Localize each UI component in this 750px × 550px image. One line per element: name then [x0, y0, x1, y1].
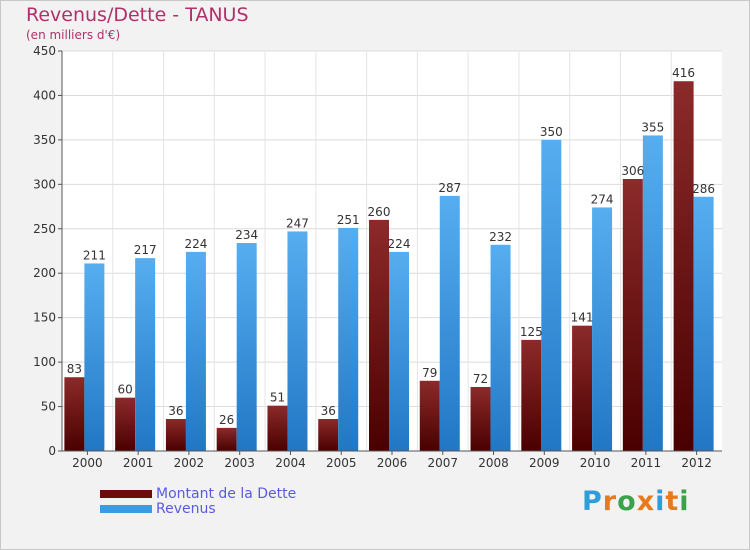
bar-revenue: [541, 139, 562, 451]
data-label-debt: 72: [473, 372, 488, 386]
data-label-revenue: 274: [591, 192, 614, 206]
y-tick-label: 200: [33, 266, 56, 280]
bar-revenue: [642, 135, 663, 451]
x-tick-label: 2009: [529, 456, 560, 470]
data-label-revenue: 232: [489, 230, 512, 244]
x-tick-label: 2007: [427, 456, 458, 470]
x-tick-label: 2010: [580, 456, 611, 470]
logo-letter: r: [602, 486, 618, 517]
bar-debt: [572, 325, 593, 451]
y-tick-label: 100: [33, 355, 56, 369]
data-label-revenue: 224: [388, 237, 411, 251]
legend-label-debt: Montant de la Dette: [156, 486, 297, 502]
bar-revenue: [592, 207, 613, 451]
bar-debt: [470, 387, 491, 451]
x-tick-label: 2004: [275, 456, 306, 470]
data-label-revenue: 211: [83, 248, 106, 262]
x-tick-label: 2011: [631, 456, 662, 470]
y-tick-label: 450: [33, 44, 56, 58]
y-tick-label: 250: [33, 222, 56, 236]
bar-debt: [369, 219, 389, 451]
bar-debt: [673, 81, 694, 451]
data-label-debt: 36: [168, 404, 183, 418]
bar-revenue: [236, 243, 257, 451]
logo-letter: i: [655, 486, 666, 517]
data-label-debt: 125: [520, 325, 543, 339]
x-tick-label: 2012: [681, 456, 712, 470]
data-label-revenue: 224: [184, 237, 207, 251]
bar-debt: [216, 427, 237, 451]
logo-letter: P: [582, 486, 603, 517]
bar-revenue: [389, 251, 409, 451]
data-label-debt: 416: [672, 66, 695, 80]
data-label-debt: 26: [219, 413, 234, 427]
bar-revenue: [439, 195, 460, 451]
bar-debt: [267, 405, 288, 451]
x-tick-label: 2003: [224, 456, 255, 470]
bar-debt: [521, 339, 542, 451]
data-label-revenue: 287: [438, 181, 461, 195]
x-tick-label: 2008: [478, 456, 509, 470]
logo-letter: x: [636, 486, 656, 517]
legend-item-debt: Montant de la Dette: [100, 486, 296, 502]
data-label-revenue: 251: [337, 213, 360, 227]
x-tick-label: 2006: [377, 456, 408, 470]
x-tick-label: 2000: [72, 456, 103, 470]
bar-revenue: [287, 231, 308, 451]
y-tick-label: 0: [48, 444, 56, 458]
data-label-debt: 60: [118, 383, 133, 397]
bar-debt: [419, 380, 440, 451]
bar-debt: [64, 377, 85, 451]
bar-revenue: [84, 263, 105, 451]
bar-revenue: [693, 196, 714, 451]
legend-swatch-debt: [100, 490, 152, 498]
data-label-debt: 260: [368, 205, 391, 219]
data-label-debt: 83: [67, 362, 82, 376]
data-label-revenue: 355: [641, 120, 664, 134]
bar-revenue: [135, 258, 156, 451]
y-tick-label: 400: [33, 88, 56, 102]
bar-revenue: [338, 227, 359, 451]
data-label-revenue: 247: [286, 216, 309, 230]
bar-revenue: [185, 251, 206, 451]
logo-letter: i: [679, 486, 690, 517]
y-tick-label: 300: [33, 177, 56, 191]
x-tick-label: 2005: [326, 456, 357, 470]
x-tick-label: 2002: [174, 456, 205, 470]
data-label-revenue: 217: [134, 243, 157, 257]
data-label-debt: 141: [571, 311, 594, 325]
data-label-debt: 79: [422, 366, 437, 380]
logo-letter: t: [665, 486, 680, 517]
data-label-revenue: 286: [692, 182, 715, 196]
y-tick-label: 350: [33, 133, 56, 147]
bar-debt: [318, 419, 339, 451]
logo-letter: o: [617, 486, 637, 517]
proxiti-logo: Proxiti: [582, 486, 690, 517]
chart-title: Revenus/Dette - TANUS: [26, 4, 249, 26]
y-tick-label: 50: [41, 400, 56, 414]
data-label-revenue: 350: [540, 125, 563, 139]
data-label-revenue: 234: [235, 228, 258, 242]
data-label-debt: 36: [321, 404, 336, 418]
bar-debt: [622, 179, 643, 451]
y-tick-label: 150: [33, 311, 56, 325]
bar-debt: [165, 419, 186, 451]
bar-debt: [115, 397, 136, 451]
bar-revenue: [490, 244, 511, 451]
legend-item-revenue: Revenus: [100, 501, 216, 517]
x-tick-label: 2001: [123, 456, 154, 470]
chart-subtitle: (en milliers d'€): [26, 28, 121, 42]
legend-label-revenue: Revenus: [156, 501, 216, 517]
data-label-debt: 306: [621, 164, 644, 178]
data-label-debt: 51: [270, 391, 285, 405]
legend-swatch-revenue: [100, 505, 152, 513]
